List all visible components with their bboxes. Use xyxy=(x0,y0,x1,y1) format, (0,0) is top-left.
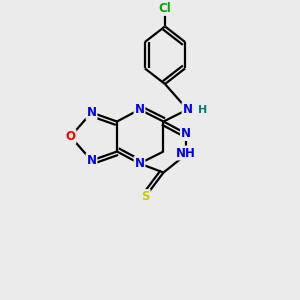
Text: Cl: Cl xyxy=(159,2,171,15)
Text: N: N xyxy=(86,154,97,167)
Text: H: H xyxy=(198,104,207,115)
Text: N: N xyxy=(181,127,191,140)
Text: O: O xyxy=(65,130,76,143)
Text: N: N xyxy=(182,103,193,116)
Text: S: S xyxy=(141,190,150,203)
Text: N: N xyxy=(134,103,145,116)
Text: N: N xyxy=(134,157,145,170)
Text: NH: NH xyxy=(176,146,196,160)
Text: N: N xyxy=(86,106,97,119)
